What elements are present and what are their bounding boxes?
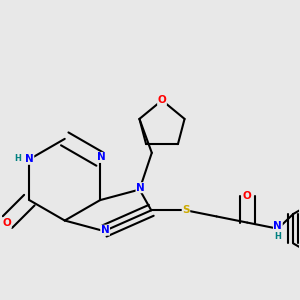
Text: O: O xyxy=(2,218,11,228)
Text: H: H xyxy=(14,154,21,163)
Text: N: N xyxy=(25,154,34,164)
Text: O: O xyxy=(158,95,166,105)
Text: N: N xyxy=(97,152,105,162)
Text: O: O xyxy=(243,191,252,201)
Text: N: N xyxy=(101,225,110,235)
Text: N: N xyxy=(136,183,145,193)
Text: S: S xyxy=(182,205,190,215)
Text: H: H xyxy=(274,232,281,241)
Text: N: N xyxy=(274,221,282,231)
